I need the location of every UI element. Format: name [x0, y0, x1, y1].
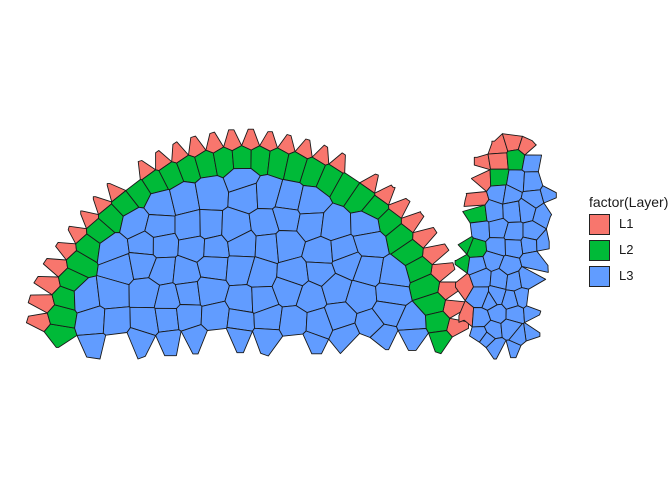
cell-l3 — [523, 305, 542, 324]
legend-label-l3: L3 — [619, 268, 634, 283]
cell-l3 — [252, 327, 284, 357]
legend-item-l2: L2 — [589, 237, 668, 263]
cell-l3 — [155, 329, 182, 357]
legend-item-l3: L3 — [589, 263, 668, 289]
cell-l3 — [154, 307, 180, 333]
cell-l3 — [522, 171, 544, 193]
cell-l2 — [489, 168, 510, 187]
cell-l3 — [152, 232, 180, 259]
cell-l3 — [519, 250, 549, 273]
cell-l2 — [424, 310, 451, 334]
cell-l2 — [462, 204, 488, 224]
cell-l3 — [513, 287, 530, 309]
cell-l3 — [521, 154, 543, 173]
cell-l3 — [180, 324, 208, 355]
cell-l3 — [508, 322, 527, 346]
legend-key-l3 — [589, 266, 610, 287]
cell-l3 — [278, 305, 308, 337]
cell-l3 — [76, 332, 107, 360]
cell-l3 — [502, 200, 522, 223]
cell-l3 — [481, 290, 498, 311]
cell-l2 — [506, 149, 526, 171]
cell-l3 — [478, 331, 496, 349]
cell-l1 — [471, 169, 492, 192]
legend-key-l2 — [589, 240, 610, 261]
cell-l3 — [174, 281, 201, 306]
cell-l3 — [505, 339, 522, 359]
cell-l3 — [539, 185, 557, 204]
cell-l3 — [102, 306, 131, 336]
legend: factor(Layer) L1 L2 L3 — [589, 193, 668, 289]
legend-item-l1: L1 — [589, 211, 668, 237]
cell-l3 — [194, 175, 230, 211]
legend-label-l1: L1 — [619, 216, 634, 231]
cell-l2 — [428, 330, 453, 355]
legend-label-l2: L2 — [619, 242, 634, 257]
cell-l3 — [199, 208, 224, 240]
cell-l3 — [397, 328, 429, 351]
cell-l3 — [328, 322, 361, 355]
legend-key-l1 — [589, 214, 610, 235]
cell-l3 — [225, 327, 253, 354]
cell-l3 — [126, 327, 157, 360]
cell-l3 — [378, 253, 411, 288]
cell-l1 — [487, 152, 509, 170]
cell-l3 — [302, 330, 330, 355]
cell-l3 — [200, 300, 230, 331]
cell-l2 — [231, 145, 252, 170]
legend-title: factor(Layer) — [589, 194, 669, 210]
